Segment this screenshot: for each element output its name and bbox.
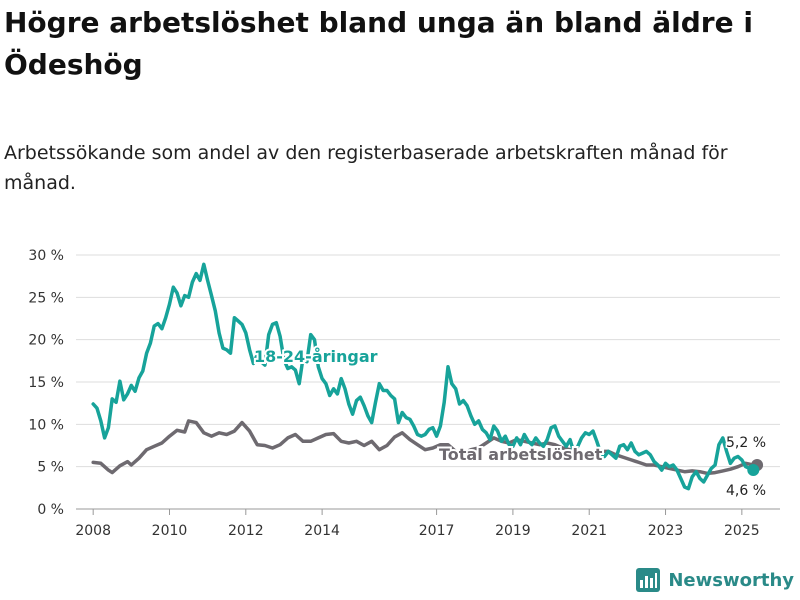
brand-logo: Newsworthy [636, 568, 794, 592]
end-point-youth [747, 464, 760, 477]
chart-subtitle: Arbetssökande som andel av den registerb… [4, 142, 728, 194]
y-tick-label: 5 % [37, 460, 64, 476]
x-tick-label: 2021 [571, 523, 607, 539]
series-layer [91, 262, 764, 491]
labels-layer: 18-24-åringar Total arbetslöshet 5,2 % 4,6 … [252, 345, 768, 501]
x-tick-label: 2025 [724, 523, 760, 539]
y-tick-label: 25 % [28, 290, 64, 306]
x-tick-label: 2010 [152, 523, 188, 539]
x-tick-label: 2014 [304, 523, 340, 539]
bar-chart-icon [636, 568, 661, 592]
x-tick-label: 2023 [648, 523, 684, 539]
series-line-total [91, 419, 759, 476]
end-label-youth: 4,6 % [726, 483, 766, 499]
brand-name: Newsworthy [668, 569, 794, 591]
y-tick-label: 20 % [28, 333, 64, 349]
y-tick-label: 30 % [28, 248, 64, 264]
y-tick-label: 0 % [37, 502, 64, 518]
x-axis-ticks: 2008 2010 2012 2014 2017 2019 2021 2023 2025 [75, 509, 760, 539]
y-axis-ticks: 0 % 5 % 10 % 15 % 20 % 25 % 30 % [28, 248, 64, 518]
x-tick-label: 2019 [495, 523, 531, 539]
chart-title: Högre arbetslöshet bland unga än bland ä… [4, 6, 753, 81]
series-line-youth [91, 262, 756, 491]
end-label-total: 5,2 % [726, 435, 766, 451]
series-label-total: Total arbetslöshet [439, 445, 603, 464]
x-tick-label: 2008 [75, 523, 111, 539]
y-tick-label: 10 % [28, 417, 64, 433]
y-tick-label: 15 % [28, 375, 64, 391]
series-label-youth: 18-24-åringar [254, 347, 378, 366]
x-tick-label: 2012 [228, 523, 264, 539]
x-tick-label: 2017 [419, 523, 455, 539]
